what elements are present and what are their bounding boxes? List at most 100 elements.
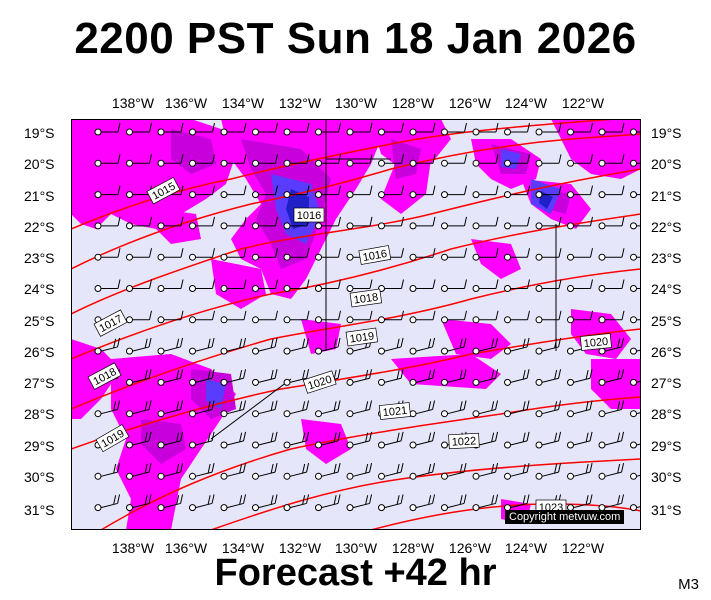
wind-barb-icon xyxy=(283,185,310,199)
station-circle-icon xyxy=(220,347,228,355)
station-circle-icon xyxy=(252,347,259,355)
wind-barb-icon xyxy=(94,122,121,136)
wind-barb-icon xyxy=(346,185,373,199)
station-circle-icon xyxy=(630,128,637,136)
wind-barb-icon xyxy=(567,279,593,292)
station-circle-icon xyxy=(535,441,543,449)
wind-barb-icon xyxy=(315,154,341,167)
station-circle-icon xyxy=(598,347,606,355)
lon-label-top: 134°W xyxy=(221,95,265,111)
wind-barb-icon xyxy=(504,369,530,386)
station-circle-icon xyxy=(598,378,606,386)
wind-barb-icon xyxy=(283,310,310,324)
station-circle-icon xyxy=(189,285,196,292)
wind-barb-icon xyxy=(504,216,530,230)
wind-barb-icon xyxy=(504,122,530,136)
station-circle-icon xyxy=(567,285,574,292)
station-circle-icon xyxy=(535,472,543,480)
station-circle-icon xyxy=(567,128,574,136)
station-circle-icon xyxy=(409,191,417,199)
station-circle-icon xyxy=(441,316,448,324)
wind-barb-icon xyxy=(252,216,278,230)
station-circle-icon xyxy=(126,128,133,136)
station-circle-icon xyxy=(126,222,133,230)
station-circle-icon xyxy=(472,285,480,292)
station-circle-icon xyxy=(252,316,259,324)
map-title: 2200 PST Sun 18 Jan 2026 xyxy=(74,14,637,63)
station-circle-icon xyxy=(504,472,511,480)
station-circle-icon xyxy=(535,378,543,386)
station-circle-icon xyxy=(283,222,291,230)
station-circle-icon xyxy=(567,441,574,449)
station-circle-icon xyxy=(630,441,637,449)
wind-barb-icon xyxy=(630,441,641,449)
station-circle-icon xyxy=(630,222,637,230)
wind-barb-icon xyxy=(472,463,499,480)
wind-barb-icon xyxy=(346,310,373,324)
wind-barb-icon xyxy=(567,463,593,480)
station-circle-icon xyxy=(378,472,385,480)
wind-barb-icon xyxy=(157,400,184,418)
station-circle-icon xyxy=(441,191,448,199)
station-circle-icon xyxy=(535,222,543,230)
station-circle-icon xyxy=(630,378,637,386)
station-circle-icon xyxy=(346,410,354,418)
wind-barb-icon xyxy=(504,248,530,261)
station-circle-icon xyxy=(441,410,448,418)
wind-barb-icon xyxy=(409,431,436,449)
wind-barb-icon xyxy=(598,337,625,355)
station-circle-icon xyxy=(535,191,543,199)
station-circle-icon xyxy=(315,504,322,512)
wind-barb-icon xyxy=(315,463,341,480)
station-circle-icon xyxy=(94,347,102,355)
station-circle-icon xyxy=(252,441,259,449)
wind-barb-icon xyxy=(157,369,184,386)
wind-barb-icon xyxy=(157,248,184,261)
station-circle-icon xyxy=(441,285,448,292)
wind-barb-icon xyxy=(535,369,562,386)
station-circle-icon xyxy=(504,222,511,230)
station-circle-icon xyxy=(283,441,291,449)
wind-barb-icon xyxy=(94,463,121,480)
wind-barb-icon xyxy=(535,337,562,355)
station-circle-icon xyxy=(126,504,133,512)
station-circle-icon xyxy=(315,441,322,449)
wind-barb-icon xyxy=(189,431,215,449)
station-circle-icon xyxy=(409,441,417,449)
wind-barb-icon xyxy=(630,316,641,324)
station-circle-icon xyxy=(315,347,322,355)
wind-barb-icon xyxy=(220,122,247,136)
wind-barb-icon xyxy=(315,310,341,324)
lon-label-top: 126°W xyxy=(448,95,492,111)
station-circle-icon xyxy=(220,410,228,418)
station-circle-icon xyxy=(535,159,543,167)
station-circle-icon xyxy=(346,378,354,386)
station-circle-icon xyxy=(378,347,385,355)
station-circle-icon xyxy=(220,316,228,324)
station-circle-icon xyxy=(189,159,196,167)
station-circle-icon xyxy=(567,222,574,230)
wind-barb-icon xyxy=(409,185,436,199)
wind-barb-icon xyxy=(157,337,184,355)
station-circle-icon xyxy=(252,159,259,167)
wind-barb-icon xyxy=(315,122,341,136)
wind-barb-icon xyxy=(220,369,247,386)
wind-barb-icon xyxy=(472,248,499,261)
wind-barb-icon xyxy=(504,494,530,512)
station-circle-icon xyxy=(283,191,291,199)
station-circle-icon xyxy=(441,222,448,230)
wind-barb-icon xyxy=(378,185,404,199)
wind-barb-icon xyxy=(598,431,625,449)
wind-barb-icon xyxy=(567,494,593,512)
station-circle-icon xyxy=(283,347,291,355)
wind-barb-icon xyxy=(441,216,467,230)
lat-label-right: 22°S xyxy=(651,219,682,235)
station-circle-icon xyxy=(504,410,511,418)
wind-barb-icon xyxy=(472,279,499,292)
station-circle-icon xyxy=(472,504,480,512)
station-circle-icon xyxy=(441,378,448,386)
station-circle-icon xyxy=(283,472,291,480)
wind-barb-icon xyxy=(283,337,310,355)
station-circle-icon xyxy=(378,504,385,512)
station-circle-icon xyxy=(504,191,511,199)
